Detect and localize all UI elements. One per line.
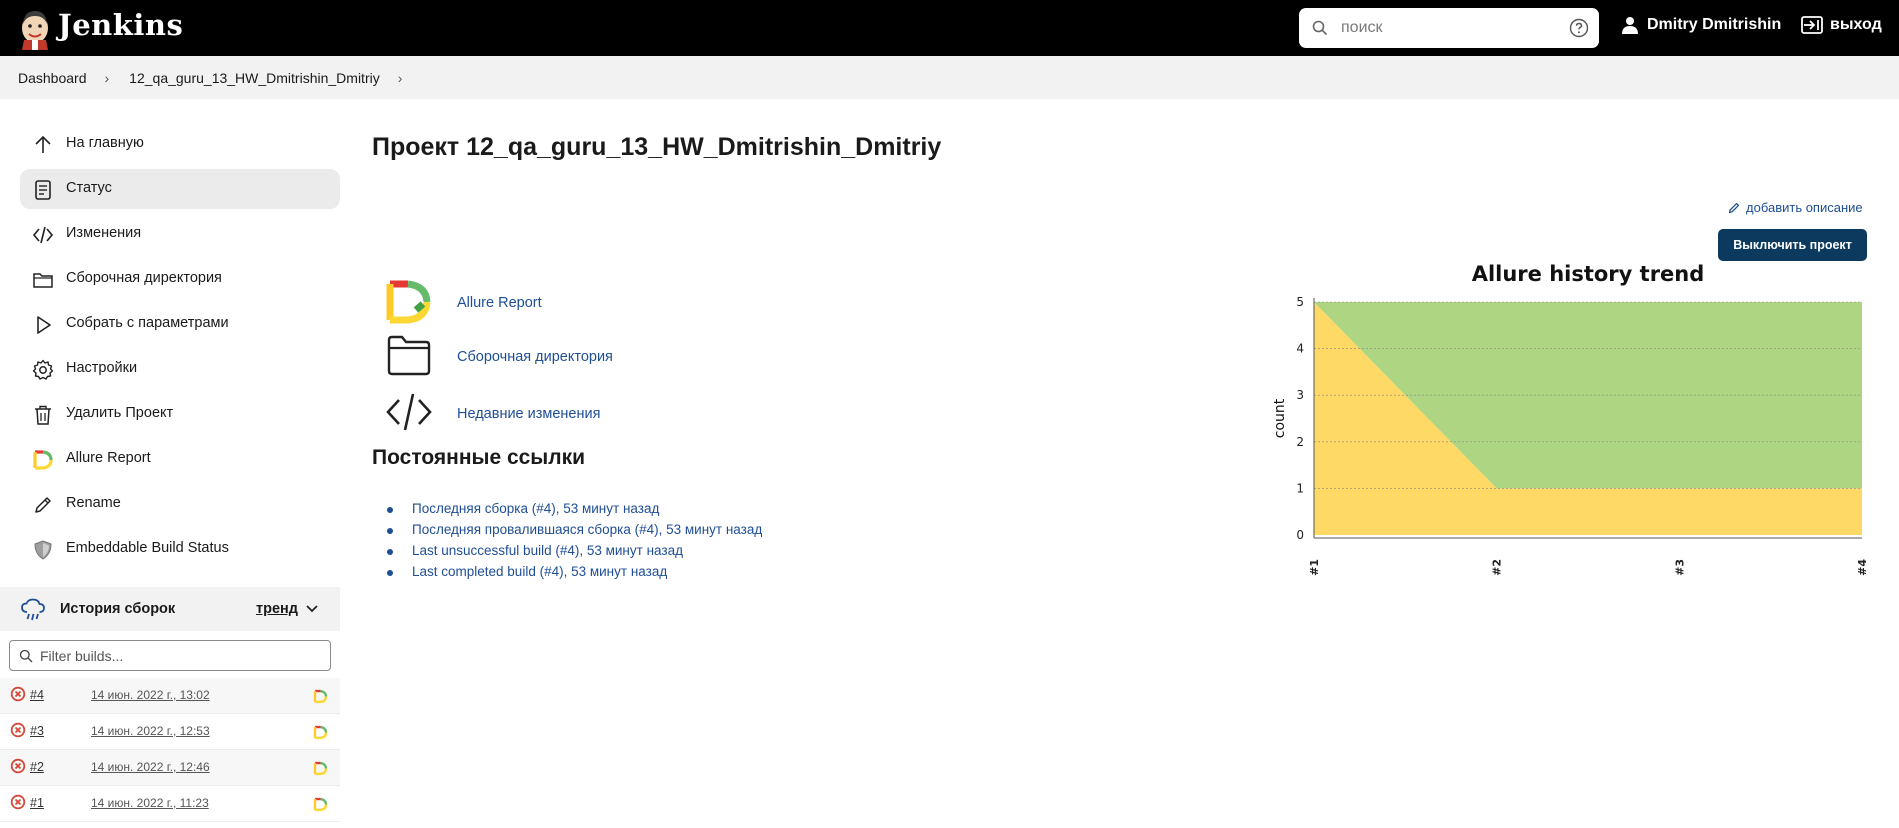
pencil-icon [35,497,51,513]
sidebar-item-allure-report[interactable]: Allure Report [20,439,340,479]
build-date-link[interactable]: 14 июн. 2022 г., 11:23 [91,796,209,810]
permalink-last-build[interactable]: Последняя сборка (#4), 53 минут назад [384,501,762,522]
chart-y-tick-label: 4 [1296,342,1304,356]
filter-builds-input[interactable] [40,646,320,666]
build-row[interactable]: #3 14 июн. 2022 г., 12:53 [0,714,340,750]
build-row[interactable]: #4 14 июн. 2022 г., 13:02 [0,678,340,714]
folder-icon [387,335,431,376]
permalink-last-unsuccessful-build[interactable]: Last unsuccessful build (#4), 53 минут н… [384,543,762,564]
permalinks-list: Последняя сборка (#4), 53 минут назад По… [384,501,762,585]
breadcrumb: Dashboard › 12_qa_guru_13_HW_Dmitrishin_… [0,56,1899,99]
search-icon [1312,20,1328,36]
document-icon [35,180,51,200]
sidebar-item-delete-project[interactable]: Удалить Проект [20,394,340,434]
allure-icon[interactable] [313,689,328,704]
cloud-rain-icon [21,598,45,621]
allure-icon[interactable] [313,797,328,812]
jenkins-logo-icon[interactable] [18,6,52,50]
chevron-right-icon[interactable]: › [104,69,110,86]
breadcrumb-dashboard[interactable]: Dashboard [18,69,87,86]
trash-icon [35,405,51,425]
build-date-link[interactable]: 14 июн. 2022 г., 12:53 [91,724,210,738]
page-title: Проект 12_qa_guru_13_HW_Dmitrishin_Dmitr… [372,133,942,161]
logout-link[interactable]: выход [1801,16,1882,34]
chart-y-tick-label: 5 [1296,295,1304,309]
code-icon [32,226,54,244]
sidebar-item-rename[interactable]: Rename [20,484,340,524]
sidebar-item-settings[interactable]: Настройки [20,349,340,389]
user-name: Dmitry Dmitrishin [1647,16,1782,33]
trend-link[interactable]: тренд [256,601,298,617]
failed-status-icon [10,686,26,702]
breadcrumb-project[interactable]: 12_qa_guru_13_HW_Dmitrishin_Dmitriy [129,69,380,86]
chart-x-tick-label: #3 [1673,559,1686,576]
pencil-icon [1728,202,1740,213]
code-icon [386,393,432,431]
build-date-link[interactable]: 14 июн. 2022 г., 13:02 [91,688,210,702]
build-row[interactable]: #1 14 июн. 2022 г., 11:23 [0,786,340,822]
chart-y-tick-label: 1 [1296,481,1304,495]
chart-x-tick-label: #2 [1491,559,1504,576]
logout-icon [1801,16,1823,34]
failed-status-icon [10,758,26,774]
search-input[interactable] [1341,14,1551,42]
permalinks-title: Постоянные ссылки [372,446,586,469]
allure-icon [33,450,53,470]
arrow-up-icon [35,135,51,153]
chart-x-tick-label: #1 [1308,559,1321,576]
sidebar-item-changes[interactable]: Изменения [20,214,340,254]
chart-x-tick-label: #4 [1856,559,1869,576]
build-number-link[interactable]: #1 [30,796,44,810]
chart-y-tick-label: 0 [1296,528,1304,542]
top-header: Jenkins Dmitry Dmitrishin выход [0,0,1899,56]
gear-icon [32,359,54,380]
play-icon [37,316,51,334]
allure-icon[interactable] [313,761,328,776]
allure-history-trend-chart[interactable]: Allure history trend 0 1 2 3 4 5 #1 #2 #3 #4 count [1272,256,1872,576]
chevron-down-icon[interactable] [306,604,318,614]
workspace-link[interactable]: Сборочная директория [457,349,613,365]
add-description-label: добавить описание [1746,200,1863,215]
user-menu[interactable]: Dmitry Dmitrishin [1621,16,1781,34]
chart-title: Allure history trend [1472,262,1705,286]
build-date-link[interactable]: 14 июн. 2022 г., 12:46 [91,760,210,774]
chart-y-tick-label: 3 [1296,388,1304,402]
search-box [1299,8,1599,48]
recent-changes-link[interactable]: Недавние изменения [457,406,601,422]
chart-y-axis-label: count [1272,398,1288,438]
logout-label: выход [1830,16,1882,33]
disable-project-button[interactable]: Выключить проект [1718,229,1867,261]
build-row[interactable]: #2 14 июн. 2022 г., 12:46 [0,750,340,786]
brand-name[interactable]: Jenkins [58,8,184,42]
chart-y-tick-label: 2 [1296,435,1304,449]
permalink-last-completed-build[interactable]: Last completed build (#4), 53 минут наза… [384,564,762,585]
sidebar-item-home[interactable]: На главную [20,124,340,164]
add-description-link[interactable]: добавить описание [1727,200,1863,215]
shield-icon [34,540,52,560]
allure-icon[interactable] [313,725,328,740]
sidebar-item-build-with-params[interactable]: Собрать с параметрами [20,304,340,344]
search-icon [19,649,33,663]
help-icon[interactable] [1569,18,1589,38]
folder-icon [33,273,53,288]
permalink-last-failed-build[interactable]: Последняя провалившаяся сборка (#4), 53 … [384,522,762,543]
build-number-link[interactable]: #3 [30,724,44,738]
filter-builds-box [9,640,331,671]
allure-logo-icon [386,280,431,324]
allure-report-link[interactable]: Allure Report [457,295,542,311]
sidebar-item-status[interactable]: Статус [20,169,340,209]
failed-status-icon [10,794,26,810]
failed-status-icon [10,722,26,738]
chart-area-series-0 [1314,302,1862,535]
chevron-right-icon[interactable]: › [397,69,403,86]
build-history-title: История сборок [60,601,176,617]
build-number-link[interactable]: #4 [30,688,44,702]
user-icon [1622,17,1638,34]
build-history-header: История сборок тренд [0,587,340,631]
build-number-link[interactable]: #2 [30,760,44,774]
sidebar-item-workspace[interactable]: Сборочная директория [20,259,340,299]
sidebar-item-embeddable-build-status[interactable]: Embeddable Build Status [20,529,340,569]
